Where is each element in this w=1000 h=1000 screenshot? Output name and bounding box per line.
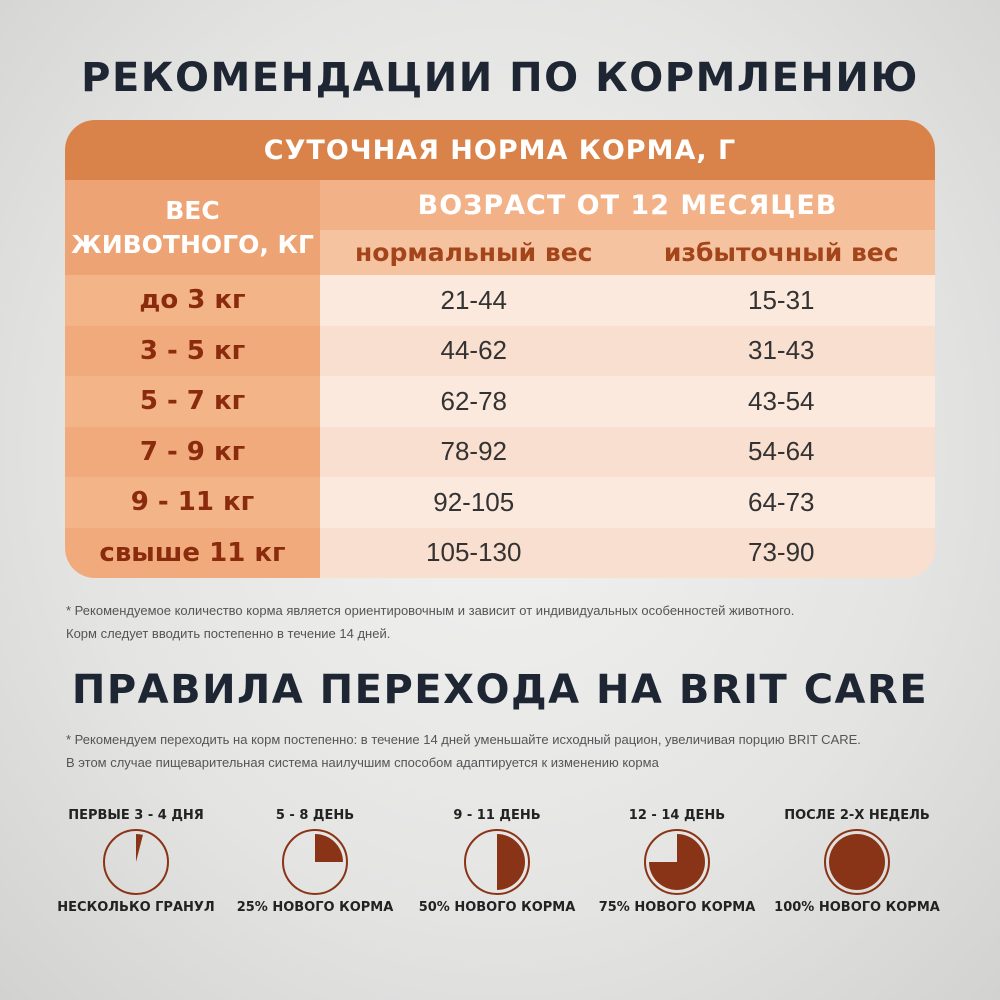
step-period: 5 - 8 ДЕНЬ [275,808,355,823]
transition-note: * Рекомендуем переходить на корм постепе… [66,728,946,774]
weight-cell: 5 - 7 кг [65,376,320,427]
step-icon [824,829,890,895]
step-label: НЕСКОЛЬКО ГРАНУЛ [57,900,215,915]
circle-outline [824,829,890,895]
share-wedge [315,834,343,862]
value-cell: 64-73 [627,477,935,528]
title: РЕКОМЕНДАЦИИ ПО КОРМЛЕНИЮ [81,55,919,101]
feeding-table: СУТОЧНАЯ НОРМА КОРМА, Г ВЕС ЖИВОТНОГО, КГ В… [65,120,935,578]
step-icon [103,829,169,895]
weight-cell: 3 - 5 кг [65,325,320,376]
step-label: 100% НОВОГО КОРМА [774,900,940,915]
value-cell: 105-130 [320,527,628,578]
note-line: В этом случае пищеварительная система на… [66,755,659,770]
step-period: ПОСЛЕ 2-Х НЕДЕЛЬ [784,808,930,823]
weight-cell: 7 - 9 кг [65,426,320,477]
share-wedge [829,834,885,890]
weight-cell: свыше 11 кг [65,527,320,578]
step-period: 9 - 11 ДЕНЬ [453,808,541,823]
value-cell: 44-62 [320,325,628,376]
note-line: Корм следует вводить постепенно в течени… [66,626,391,641]
value-cell: 31-43 [627,325,935,376]
step-label: 50% НОВОГО КОРМА [418,900,576,915]
weight-header-line: ЖИВОТНОГО, КГ [71,229,314,259]
share-wedge [136,834,143,862]
steps: ПЕРВЫЕ 3 - 4 ДНЯ НЕСКОЛЬКО ГРАНУЛ 5 - 8 ДЕ… [0,800,1000,930]
circle-outline [103,829,169,895]
circle-outline [464,829,530,895]
note-line: * Рекомендуемое количество корма являетс… [66,603,795,618]
step-icon [644,829,710,895]
step-period: 12 - 14 ДЕНЬ [628,808,726,823]
step-icon [282,829,348,895]
section-title: ПРАВИЛА ПЕРЕХОДА НА BRIT CARE [71,667,929,713]
weight-header: ВЕС ЖИВОТНОГО, КГ [65,180,320,275]
note-line: * Рекомендуем переходить на корм постепе… [66,732,861,747]
step-label: 75% НОВОГО КОРМА [598,900,756,915]
table-title: СУТОЧНАЯ НОРМА КОРМА, Г [65,120,935,180]
value-cell: 78-92 [320,426,628,477]
column-header: избыточный вес [627,230,935,275]
share-wedge [649,834,705,890]
value-cell: 15-31 [627,275,935,326]
value-cell: 54-64 [627,426,935,477]
circle-outline [282,829,348,895]
column-header: нормальный вес [320,230,628,275]
value-cell: 21-44 [320,275,628,326]
value-cell: 92-105 [320,477,628,528]
value-cell: 62-78 [320,376,628,427]
table-note: * Рекомендуемое количество корма являетс… [66,599,946,645]
step-period: ПЕРВЫЕ 3 - 4 ДНЯ [68,808,204,823]
weight-header-line: ВЕС [165,195,220,225]
value-cell: 73-90 [627,527,935,578]
age-header: ВОЗРАСТ ОТ 12 МЕСЯЦЕВ [320,180,935,230]
step-icon [464,829,530,895]
value-cell: 43-54 [627,376,935,427]
share-wedge [497,834,525,890]
circle-outline [644,829,710,895]
weight-cell: до 3 кг [65,275,320,326]
weight-cell: 9 - 11 кг [65,477,320,528]
step-label: 25% НОВОГО КОРМА [236,900,394,915]
